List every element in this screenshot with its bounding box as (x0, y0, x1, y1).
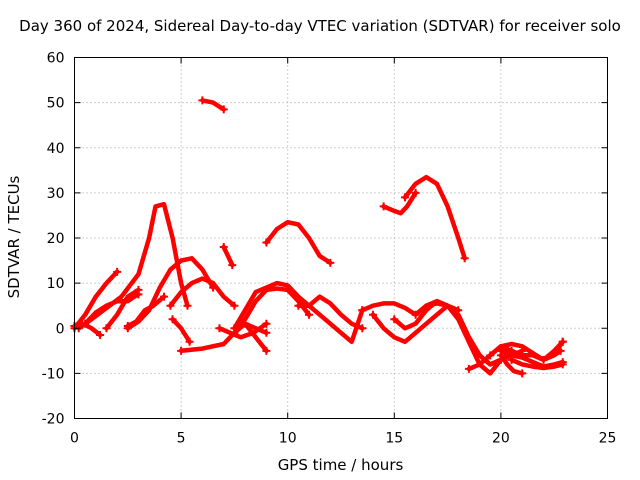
series-point-marker (134, 285, 143, 294)
x-tick-label: 10 (279, 431, 297, 447)
axis-ticks: 0 5 10 15 20 25 -20 -10 0 10 20 30 40 50 60 (42, 51, 617, 447)
series-point-marker (166, 301, 175, 310)
series-point-marker (160, 292, 169, 301)
x-tick-label: 25 (599, 431, 617, 447)
series-arc-09 (170, 316, 192, 345)
series-point-marker (185, 337, 194, 346)
series-point-marker (241, 319, 250, 328)
y-tick-label: 0 (56, 321, 65, 337)
series-point-marker (326, 258, 335, 267)
series-point-marker (358, 324, 367, 333)
series-point-marker (219, 243, 228, 252)
y-tick-label: 10 (47, 276, 65, 292)
x-axis-label: GPS time / hours (277, 456, 404, 474)
series-arc-01 (72, 269, 120, 331)
series-arc-29 (498, 353, 525, 376)
series-arc-12 (221, 244, 235, 268)
series-arc-15 (217, 321, 269, 340)
series-arc-30 (541, 339, 565, 363)
series-arc-28 (509, 357, 565, 371)
series-arc-11 (200, 98, 226, 112)
series-point-marker (102, 324, 111, 333)
series-arc-22 (402, 174, 467, 261)
series-point-marker (358, 306, 367, 315)
series-arc-18 (296, 294, 365, 331)
series-point-marker (368, 310, 377, 319)
y-tick-label: 20 (47, 231, 65, 247)
series-arc-16 (242, 321, 269, 354)
series-arc-04 (82, 292, 141, 326)
series-arc-05 (104, 287, 141, 331)
series-point-marker (262, 328, 271, 337)
series-point-marker (168, 315, 177, 324)
series-point-marker (411, 310, 420, 319)
series-point-marker (81, 319, 90, 328)
series-point-marker (113, 267, 122, 276)
series-arc-21 (381, 190, 418, 216)
series-point-marker (294, 301, 303, 310)
y-tick-label: 50 (47, 96, 65, 112)
series-arc-13 (232, 280, 365, 345)
series-point-marker (558, 360, 567, 369)
chart-title: Day 360 of 2024, Sidereal Day-to-day VTE… (19, 17, 621, 35)
x-tick-label: 0 (70, 431, 79, 447)
x-tick-label: 20 (492, 431, 510, 447)
series-point-marker (464, 364, 473, 373)
series-arc-20 (370, 303, 461, 345)
series-point-marker (518, 369, 527, 378)
series-point-marker (230, 301, 239, 310)
series-arc-17 (264, 219, 333, 266)
x-tick-label: 15 (385, 431, 403, 447)
series-point-marker (496, 351, 505, 360)
series-point-marker (177, 346, 186, 355)
series-point-marker (379, 202, 388, 211)
series-point-marker (411, 188, 420, 197)
series-point-marker (215, 324, 224, 333)
series-point-marker (507, 355, 516, 364)
series-point-marker (305, 310, 314, 319)
series-point-marker (96, 331, 105, 340)
series-arc-07 (125, 294, 167, 329)
series-point-marker (262, 346, 271, 355)
series-point-marker (460, 254, 469, 263)
y-tick-label: 60 (47, 51, 65, 67)
x-tick-label: 5 (177, 431, 186, 447)
series-point-marker (486, 351, 495, 360)
series-arc-14 (232, 286, 312, 336)
y-tick-label: 40 (47, 141, 65, 157)
y-tick-label: 30 (47, 186, 65, 202)
series-point-marker (539, 355, 548, 364)
series-point-marker (262, 319, 271, 328)
series-arc-03 (76, 201, 190, 331)
series-point-marker (390, 315, 399, 324)
series-point-marker (198, 96, 207, 105)
series-point-marker (123, 321, 132, 330)
series-point-marker (262, 238, 271, 247)
series-point-marker (183, 301, 192, 310)
series-arc-08 (168, 276, 237, 308)
series-group (70, 96, 567, 378)
y-tick-label: -20 (42, 412, 65, 428)
series-point-marker (228, 261, 237, 270)
y-tick-label: -10 (42, 366, 65, 382)
series-point-marker (400, 193, 409, 202)
series-point-marker (219, 105, 228, 114)
series-arc-06 (125, 256, 216, 331)
series-point-marker (558, 337, 567, 346)
